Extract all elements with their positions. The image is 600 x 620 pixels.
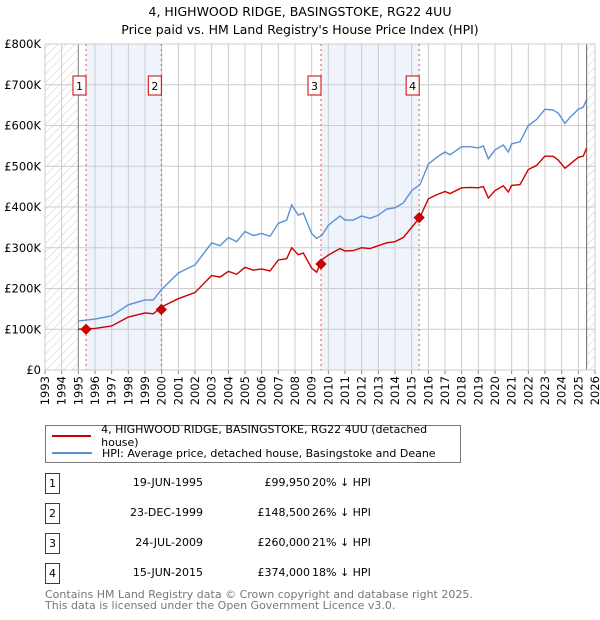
x-tick-label: 2024 <box>555 376 569 405</box>
x-tick-label: 2017 <box>438 376 452 405</box>
x-tick-label: 1996 <box>88 376 102 405</box>
x-tick-label: 2020 <box>488 376 502 405</box>
sale-label-4: 4 <box>409 80 416 93</box>
sale-number: 1 <box>45 473 60 494</box>
sale-number: 3 <box>45 533 60 554</box>
x-tick-label: 2000 <box>155 376 169 405</box>
sale-date: 19-JUN-1995 <box>132 476 203 489</box>
x-tick-label: 2005 <box>238 376 252 405</box>
x-tick-label: 2003 <box>205 376 219 405</box>
footer-licence: This data is licensed under the Open Gov… <box>45 599 396 612</box>
footer-copyright: Contains HM Land Registry data © Crown c… <box>45 588 473 601</box>
x-tick-label: 2023 <box>538 376 552 405</box>
sale-point-3 <box>315 258 327 270</box>
sale-date: 23-DEC-1999 <box>129 506 203 519</box>
legend-item-hpi: HPI: Average price, detached house, Basi… <box>52 445 436 461</box>
x-tick-label: 2013 <box>371 376 385 405</box>
price-chart: 1993 1994 1995 1996 1997 1998 1999 2000 2001 2002… <box>4 37 600 405</box>
x-tick-label: 2004 <box>221 376 235 405</box>
sale-price: £148,500 <box>257 506 311 519</box>
x-tick-label: 2011 <box>338 376 352 405</box>
x-tick-label: 1999 <box>138 376 152 405</box>
x-tick-label: 2001 <box>171 376 185 405</box>
legend-label: 4, HIGHWOOD RIDGE, BASINGSTOKE, RG22 4UU… <box>101 423 428 449</box>
sale-number: 4 <box>45 563 60 584</box>
y-tick-label: £500K <box>4 159 41 173</box>
y-tick-label: £100K <box>4 322 41 336</box>
property-price-line <box>78 147 588 330</box>
sale-point-2 <box>155 303 167 316</box>
x-tick-label: 2021 <box>505 376 519 405</box>
sale-label-box-2 <box>147 75 162 96</box>
sale-date: 24-JUL-2009 <box>135 536 203 549</box>
y-tick-label: £200K <box>4 282 41 296</box>
x-tick-label: 2012 <box>355 376 369 405</box>
sale-date: 15-JUN-2015 <box>132 566 203 579</box>
chart-subtitle: Price paid vs. HM Land Registry's House … <box>121 22 479 37</box>
plot-border <box>44 43 596 371</box>
sale-price: £374,000 <box>257 566 311 579</box>
y-tick-label: £300K <box>4 241 41 255</box>
x-tick-label: 1993 <box>38 376 52 405</box>
x-tick-label: 2006 <box>255 376 269 405</box>
sale-number: 2 <box>45 503 60 524</box>
sale-hpi-diff: 20% ↓ HPI <box>312 476 371 489</box>
sale-price: £99,950 <box>264 476 311 489</box>
legend-item-property: 4, HIGHWOOD RIDGE, BASINGSTOKE, RG22 4UU… <box>52 423 460 449</box>
x-tick-label: 2010 <box>321 376 335 405</box>
sale-label-3: 3 <box>311 80 318 93</box>
sale-label-box-3 <box>307 75 322 96</box>
y-tick-label: £700K <box>4 78 41 92</box>
x-tick-label: 2022 <box>521 376 535 405</box>
x-tick-label: 2008 <box>288 376 302 405</box>
hpi-line <box>78 98 588 322</box>
sale-hpi-diff: 26% ↓ HPI <box>312 506 371 519</box>
x-tick-label: 2019 <box>471 376 485 405</box>
x-tick-label: 2009 <box>305 376 319 405</box>
sale-label-box-1 <box>72 75 87 96</box>
y-tick-label: £400K <box>4 200 41 214</box>
sale-hpi-diff: 21% ↓ HPI <box>312 536 371 549</box>
x-tick-label: 2014 <box>388 376 402 405</box>
red-line-swatch <box>52 435 92 437</box>
y-tick-label: £600K <box>4 119 41 133</box>
sale-label-2: 2 <box>151 80 158 93</box>
x-tick-label: 1994 <box>55 376 69 405</box>
blue-line-swatch <box>52 452 92 454</box>
x-tick-label: 2016 <box>421 376 435 405</box>
x-tick-label: 2025 <box>571 376 585 405</box>
sale-label-box-4 <box>405 75 420 96</box>
sale-price: £260,000 <box>257 536 311 549</box>
y-tick-label: £0 <box>26 363 41 377</box>
x-tick-label: 1997 <box>105 376 119 405</box>
x-tick-label: 2002 <box>188 376 202 405</box>
legend: 4, HIGHWOOD RIDGE, BASINGSTOKE, RG22 4UU… <box>45 423 461 463</box>
sale-label-1: 1 <box>76 80 83 93</box>
x-tick-label: 1995 <box>71 376 85 405</box>
y-tick-label: £800K <box>4 37 41 51</box>
legend-label: HPI: Average price, detached house, Basi… <box>102 446 436 460</box>
chart-title: 4, HIGHWOOD RIDGE, BASINGSTOKE, RG22 4UU <box>148 4 452 19</box>
x-tick-label: 2015 <box>405 376 419 405</box>
sale-hpi-diff: 18% ↓ HPI <box>312 566 371 579</box>
x-tick-label: 2026 <box>588 376 600 405</box>
x-tick-label: 2007 <box>271 376 285 405</box>
x-tick-label: 2018 <box>455 376 469 405</box>
sale-point-4 <box>413 211 425 224</box>
x-tick-label: 1998 <box>121 376 135 405</box>
